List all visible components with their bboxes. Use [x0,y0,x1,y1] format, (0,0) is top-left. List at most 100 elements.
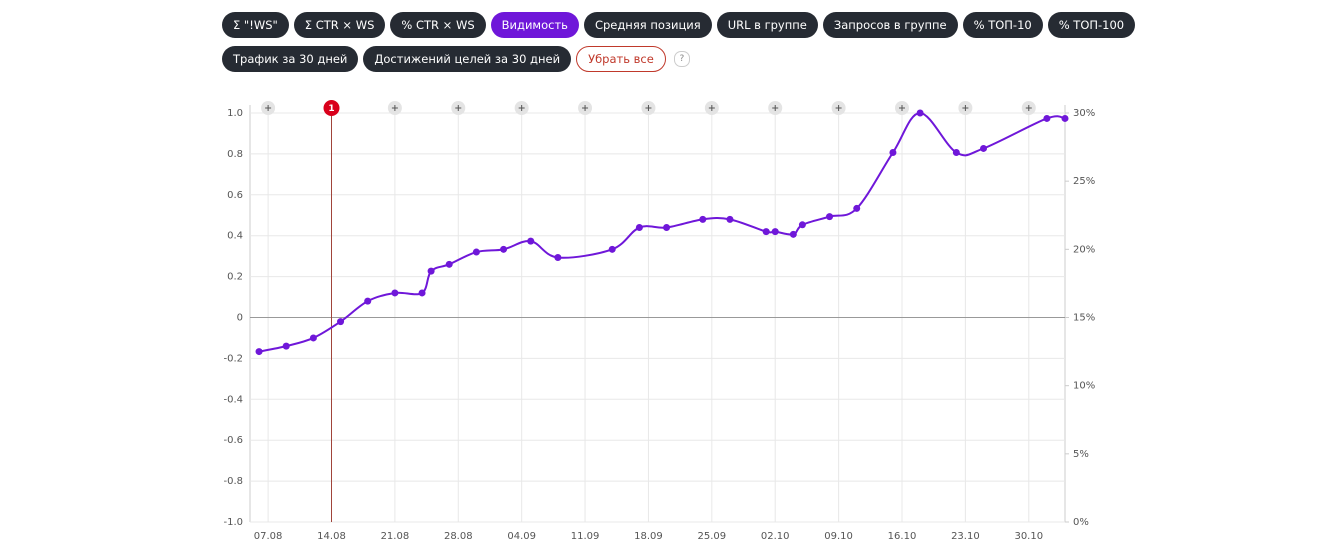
add-annotation-button[interactable] [958,101,973,115]
add-annotation-button[interactable] [831,101,846,115]
annotation-badge[interactable] [323,100,340,116]
x-tick-label: 02.10 [761,531,790,542]
add-annotation-button[interactable] [1021,101,1036,115]
metric-button[interactable]: Достижений целей за 30 дней [363,46,572,72]
data-point[interactable] [789,230,797,238]
y-tick-label: 0.2 [227,272,243,283]
add-icon [835,105,842,111]
data-point[interactable] [853,204,861,212]
data-point[interactable] [762,228,770,236]
data-point[interactable] [608,245,616,253]
button-row: Σ "!WS" Σ CTR × WS% CTR × WS Видимость Сред… [222,12,1136,38]
y-tick-label: 0.8 [227,149,243,160]
y-tick-label: 0.6 [227,190,243,201]
y2-tick-label: 20% [1073,244,1095,255]
x-tick-label: 21.08 [381,531,410,542]
add-annotation-button[interactable] [387,101,402,115]
data-point[interactable] [916,109,924,117]
y2-tick-label: 25% [1073,176,1095,187]
x-tick-label: 11.09 [571,531,600,542]
y-tick-label: 1.0 [227,108,243,119]
add-icon [391,105,398,111]
x-tick-label: 28.08 [444,531,473,542]
data-point[interactable] [391,289,399,297]
add-icon [582,105,589,111]
y2-tick-label: 15% [1073,313,1095,324]
toolbar: Σ "!WS" Σ CTR × WS% CTR × WS Видимость Сред… [222,12,1136,80]
metric-button[interactable]: % CTR × WS [390,12,486,38]
x-tick-label: 07.08 [254,531,283,542]
data-point[interactable] [337,318,345,326]
data-point[interactable] [427,267,435,275]
add-annotation-button[interactable] [704,101,719,115]
add-annotation-button[interactable] [641,101,656,115]
metric-button[interactable]: Видимость [490,12,579,38]
add-icon [645,105,652,111]
x-tick-label: 04.09 [507,531,536,542]
data-point[interactable] [726,215,734,223]
add-icon [962,105,969,111]
data-point[interactable] [554,254,562,262]
help-icon[interactable]: ? [673,51,690,67]
data-point[interactable] [663,224,671,232]
y-tick-label: -0.6 [223,435,243,446]
data-point[interactable] [418,289,426,297]
data-point[interactable] [445,260,453,268]
data-point[interactable] [889,149,897,157]
data-point[interactable] [364,297,372,305]
y-tick-label: -0.4 [223,394,243,405]
y-tick-label: -1.0 [223,517,243,528]
metric-button[interactable]: Σ CTR × WS [293,12,386,38]
metric-button[interactable]: % ТОП-100 [1047,12,1136,38]
x-tick-label: 25.09 [698,531,727,542]
data-point[interactable] [699,215,707,223]
annotation-label: 1 [328,104,334,114]
metric-button[interactable]: % ТОП-10 [962,12,1043,38]
data-point[interactable] [635,224,643,232]
add-icon [455,105,462,111]
x-tick-label: 14.08 [317,531,346,542]
add-annotation-button[interactable] [768,101,783,115]
clear-button[interactable]: Убрать все [576,46,666,72]
data-point[interactable] [255,348,263,356]
data-point[interactable] [980,144,987,152]
series-line [258,111,1066,353]
add-annotation-button[interactable] [514,101,529,115]
add-icon [518,105,525,111]
add-icon [899,105,905,111]
data-point[interactable] [1043,114,1051,122]
data-point[interactable] [798,221,806,229]
x-tick-label: 16.10 [888,531,917,542]
add-annotation-button[interactable] [261,101,276,115]
add-icon [1025,105,1032,111]
data-point[interactable] [1061,114,1069,122]
data-point[interactable] [472,248,480,256]
y-tick-label: -0.8 [223,476,243,487]
y2-tick-label: 5% [1073,449,1089,460]
metric-button[interactable]: Трафик за 30 дней [222,46,359,72]
x-tick-label: 09.10 [824,531,853,542]
metric-button[interactable]: Σ "!WS" [222,12,289,38]
data-point[interactable] [282,342,290,350]
add-annotation-button[interactable] [451,101,466,115]
add-annotation-button[interactable] [578,101,593,115]
y2-tick-label: 30% [1073,108,1095,119]
metric-button[interactable]: Средняя позиция [583,12,712,38]
data-point[interactable] [826,213,834,221]
data-point[interactable] [527,237,535,245]
data-point[interactable] [500,245,508,253]
data-point[interactable] [771,228,779,236]
add-icon [708,105,715,111]
data-point[interactable] [952,149,960,157]
metric-button[interactable]: Запросов в группе [822,12,958,38]
x-tick-label: 30.10 [1014,531,1043,542]
add-annotation-button[interactable] [895,101,909,115]
x-tick-label: 18.09 [634,531,663,542]
add-icon [265,105,272,111]
metric-button[interactable]: URL в группе [716,12,818,38]
y-tick-label: 0.4 [227,231,243,242]
x-tick-label: 23.10 [951,531,980,542]
data-point[interactable] [309,334,317,342]
